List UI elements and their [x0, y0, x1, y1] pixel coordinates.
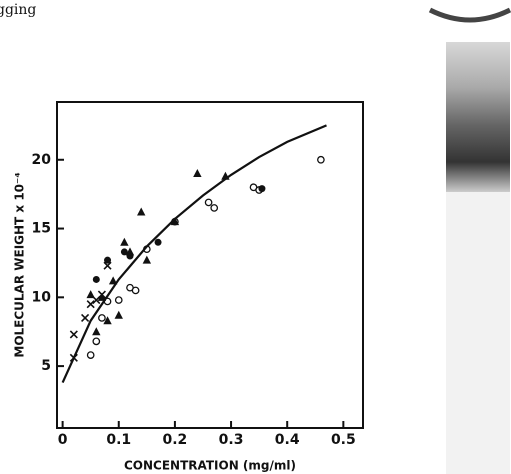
x-tick-label: 0.1 [106, 432, 131, 448]
y-axis-label: MOLECULAR WEIGHT x 10⁻⁴ [13, 172, 27, 357]
open-circle-point [114, 296, 123, 304]
triangle-point [170, 217, 180, 226]
y-tick-label: 10 [32, 289, 52, 305]
triangle-point [142, 255, 152, 264]
triangle-point [97, 292, 107, 301]
x-tick-label: 0.3 [219, 432, 244, 448]
open-circle-point [131, 286, 140, 295]
filled-circle-point [92, 275, 100, 283]
filled-circle-point [258, 185, 266, 193]
y-tick-label: 20 [32, 152, 52, 168]
filled-circle-point [154, 238, 162, 246]
faded-text-area [446, 192, 510, 474]
x-tick-label: 0.5 [331, 432, 356, 448]
triangle-point [193, 169, 202, 178]
gel-image [446, 42, 510, 192]
cross-point [103, 261, 112, 270]
x-tick-label: 0 [58, 432, 68, 448]
cross-point [86, 300, 95, 309]
cross-point [81, 313, 90, 323]
triangle-point [92, 327, 101, 336]
open-circle-point [317, 155, 325, 164]
open-circle-point [92, 337, 101, 346]
open-circle-point [98, 314, 106, 322]
triangle-point [108, 276, 118, 285]
open-circle-point [204, 198, 213, 207]
triangle-point [114, 310, 123, 319]
gel-tube-top [428, 7, 511, 23]
x-tick-label: 0.2 [163, 432, 188, 448]
triangle-point [120, 237, 129, 246]
triangle-point [125, 247, 135, 256]
plot-frame [56, 101, 364, 429]
y-tick-label: 15 [32, 221, 51, 237]
cross-point [69, 330, 78, 339]
filled-circle-point [104, 256, 112, 264]
x-tick-label: 0.4 [275, 432, 300, 448]
y-tick-label: 5 [41, 358, 51, 374]
triangle-point [137, 207, 146, 216]
x-axis-label: CONCENTRATION (mg/ml) [124, 459, 296, 473]
cross-point [97, 290, 106, 299]
fit-curve [61, 124, 327, 384]
open-circle-point [210, 204, 219, 212]
open-circle-point [86, 351, 95, 359]
filled-circle-point [120, 248, 128, 256]
header-fragment: gging [0, 2, 36, 18]
triangle-point [86, 290, 95, 299]
triangle-point [103, 316, 112, 325]
